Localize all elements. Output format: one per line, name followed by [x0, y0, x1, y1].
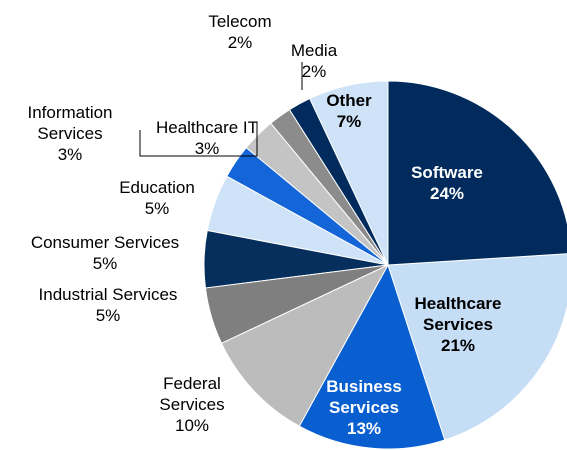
- slice-label: Other 7%: [319, 90, 379, 132]
- pie-slice: [298, 263, 446, 450]
- category-label: Healthcare IT: [155, 118, 259, 137]
- category-label: Information Services: [27, 103, 113, 143]
- slice-label: Media 2%: [284, 40, 344, 82]
- category-label: Software: [411, 163, 483, 182]
- value-label: 13%: [346, 419, 382, 438]
- category-label: Industrial Services: [38, 285, 178, 304]
- value-label: 2%: [301, 62, 327, 81]
- slice-label: Education 5%: [107, 177, 207, 219]
- slice-label: Healthcare Services 21%: [403, 293, 513, 356]
- category-label: Other: [326, 91, 372, 110]
- slice-label: Healthcare IT 3%: [142, 117, 272, 159]
- value-label: 3%: [194, 139, 220, 158]
- value-label: 5%: [144, 199, 170, 218]
- pie-slice: [387, 253, 567, 441]
- category-label: Consumer Services: [30, 233, 180, 252]
- slice-label: Information Services 3%: [25, 102, 115, 165]
- slice-label: Business Services 13%: [314, 376, 414, 439]
- slice-label: Software 24%: [397, 162, 497, 204]
- category-label: Federal Services: [159, 374, 225, 414]
- value-label: 24%: [429, 184, 465, 203]
- category-label: Business Services: [326, 377, 402, 417]
- slice-label: Telecom 2%: [195, 11, 285, 53]
- value-label: 7%: [336, 112, 362, 131]
- slice-label: Consumer Services 5%: [5, 232, 205, 274]
- value-label: 2%: [227, 33, 253, 52]
- value-label: 5%: [92, 254, 118, 273]
- value-label: 21%: [440, 336, 476, 355]
- category-label: Education: [119, 178, 195, 197]
- leader-line: [139, 122, 258, 157]
- category-label: Media: [290, 41, 338, 60]
- slice-label: Federal Services 10%: [147, 373, 237, 436]
- value-label: 10%: [174, 416, 210, 435]
- category-label: Healthcare Services: [414, 294, 502, 334]
- value-label: 5%: [95, 306, 121, 325]
- category-label: Telecom: [208, 12, 272, 31]
- slice-label: Industrial Services 5%: [8, 284, 208, 326]
- value-label: 3%: [57, 145, 83, 164]
- pie-slice: [220, 263, 390, 427]
